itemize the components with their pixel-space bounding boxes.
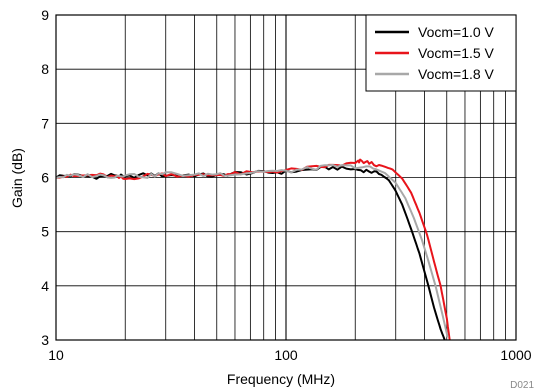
series-line-2 <box>55 158 451 341</box>
tick-labels: 10 100 1000 3 4 5 6 7 8 9 <box>41 7 532 363</box>
x-tick-label: 100 <box>274 347 298 363</box>
x-tick-label: 10 <box>48 347 64 363</box>
y-tick-label: 3 <box>41 332 49 348</box>
y-tick-label: 8 <box>41 61 49 77</box>
y-axis-label: Gain (dB) <box>9 148 25 208</box>
y-tick-label: 6 <box>41 170 49 186</box>
legend-entry: Vocm=1.8 V <box>418 66 495 82</box>
series-lines <box>55 158 451 341</box>
plot-frame <box>55 14 517 341</box>
y-tick-label: 5 <box>41 224 49 240</box>
series-line-3 <box>55 164 449 338</box>
x-axis-label: Frequency (MHz) <box>227 371 335 387</box>
x-tick-label: 1000 <box>500 347 531 363</box>
y-tick-label: 9 <box>41 7 49 23</box>
legend-entry: Vocm=1.0 V <box>418 24 495 40</box>
figure-code: D021 <box>510 380 534 391</box>
legend: Vocm=1.0 V Vocm=1.5 V Vocm=1.8 V <box>365 14 517 92</box>
legend-entry: Vocm=1.5 V <box>418 45 495 61</box>
y-tick-label: 4 <box>41 278 49 294</box>
y-tick-label: 7 <box>41 115 49 131</box>
